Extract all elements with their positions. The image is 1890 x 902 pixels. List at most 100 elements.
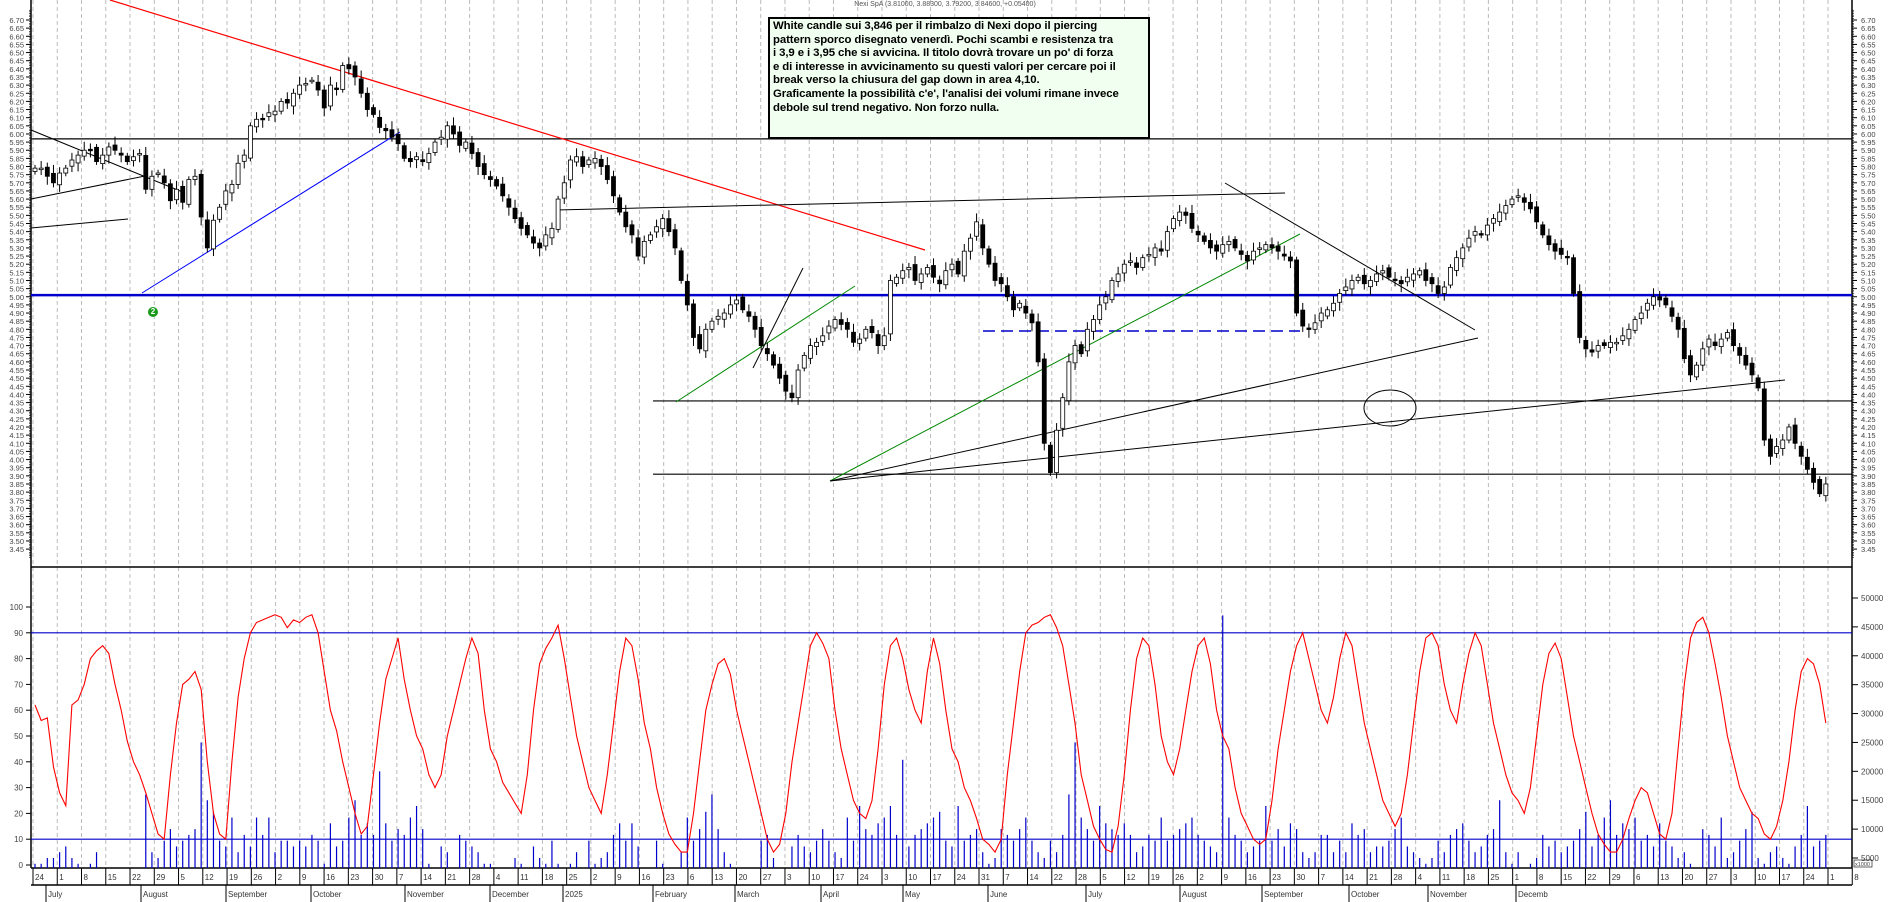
candle-up [1257,247,1263,250]
price-tick-label: 3.50 [9,537,24,546]
candle-up [1509,198,1515,206]
candle-down [1048,444,1053,473]
candle-up [1220,244,1226,254]
price-tick-label: 6.45 [1861,57,1876,66]
date-tick-label: 23 [666,873,675,882]
date-tick-label: 13 [1660,873,1669,882]
date-tick-label: 28 [472,873,481,882]
date-tick-label: 4 [1418,873,1423,882]
candle-up [1651,296,1656,306]
candle-down [512,207,518,220]
candle-down [912,264,918,281]
candle-up [734,299,739,305]
price-tick-label: 3.90 [9,472,24,481]
comment-line: i 3,9 e i 3,95 che si avvicina. Il titol… [773,47,1113,60]
candle-up [832,319,838,329]
date-tick-label: 24 [1806,873,1815,882]
candle-up [561,182,567,199]
candle-up [1503,205,1509,214]
candle-down [488,176,493,180]
price-tick-label: 4.80 [9,325,24,334]
candle-down [1571,257,1576,294]
candle-up [309,79,315,83]
price-tick-label: 5.15 [9,268,24,277]
date-tick-label: 8 [84,873,89,882]
candle-up [463,141,469,149]
candle-up [1780,439,1786,449]
volume-bars [34,615,1827,868]
month-label: July [48,890,62,899]
candle-up [229,184,235,194]
date-tick-label: 11 [520,873,529,882]
date-tick-label: 2 [1199,873,1204,882]
candle-down [1288,256,1293,262]
price-tick-label: 5.50 [9,211,24,220]
date-tick-label: 15 [108,873,117,882]
candle-down [1023,305,1029,314]
date-tick-label: 3 [787,873,792,882]
date-tick-label: 15 [1563,873,1572,882]
candle-up [1066,361,1072,402]
candle-up [1786,426,1792,441]
candle-up [1263,244,1269,251]
candle-down [937,279,943,285]
price-tick-label: 3.80 [9,488,24,497]
candle-up [1608,341,1613,348]
price-tick-label: 6.10 [1861,114,1876,123]
candle-up [1251,250,1256,261]
highlight-ellipse [1363,389,1417,427]
price-tick-label: 3.65 [1861,513,1876,522]
candle-down [420,159,426,163]
candle-up [703,328,709,352]
price-tick-label: 3.55 [9,529,24,538]
candle-up [826,325,832,334]
price-tick-label: 5.45 [9,220,24,229]
price-tick-label: 4.25 [9,415,24,424]
candle-up [648,234,653,241]
candle-down [1743,354,1749,366]
grid-lines [32,0,1829,868]
volume-tick-label: 40000 [1861,652,1884,661]
candle-up [1448,267,1453,286]
date-tick-label: 28 [1078,873,1087,882]
price-tick-label: 6.50 [9,49,24,58]
price-tick-label: 4.85 [9,317,24,326]
candle-up [808,345,813,359]
candle-down [260,117,266,121]
candle-down [672,229,678,249]
price-tick-label: 6.15 [9,106,24,115]
candle-up [1620,335,1626,341]
price-tick-label: 5.90 [9,146,24,155]
date-tick-label: 9 [1224,873,1229,882]
oscillator-tick-label: 80 [14,655,23,664]
price-tick-label: 5.75 [1861,171,1876,180]
candle-down [678,250,684,281]
candle-down [524,225,530,236]
candle-down [1688,355,1693,376]
month-label: Decemb [1518,890,1548,899]
candle-up [814,341,819,347]
price-tick-label: 4.40 [9,390,24,399]
candle-down [1201,235,1207,242]
candle-down [635,237,641,257]
candle-up [414,156,419,161]
candle-up [654,226,659,233]
candle-down [494,179,499,187]
black-fan [829,337,1479,482]
price-tick-label: 3.95 [9,464,24,473]
candle-up [1146,254,1152,257]
month-label: May [905,890,920,899]
date-tick-label: 28 [1393,873,1402,882]
price-tick-label: 5.05 [1861,285,1876,294]
volume-tick-label: 25000 [1861,738,1884,747]
date-tick-label: 20 [738,873,747,882]
price-tick-label: 4.05 [9,447,24,456]
date-tick-label: 8 [1539,873,1544,882]
date-tick-label: 29 [1612,873,1621,882]
price-tick-label: 5.45 [1861,220,1876,229]
oscillator-line [34,613,1827,854]
candle-down [1398,280,1404,285]
date-tick-label: 10 [811,873,820,882]
candle-down [518,217,524,229]
candle-down [1761,388,1767,441]
